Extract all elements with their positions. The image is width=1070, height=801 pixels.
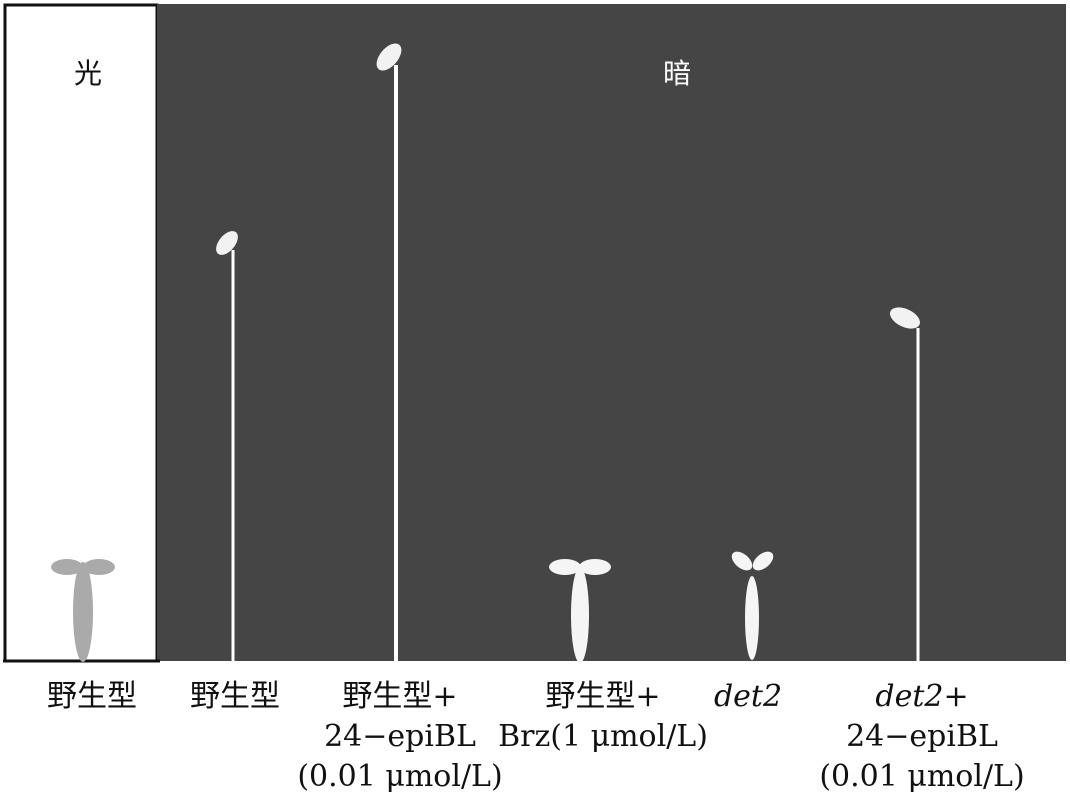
seedling-scene [3,3,1066,663]
seedling-det2-epibl [890,307,920,661]
light-label: 光 [73,57,103,90]
dark-label: 暗 [662,57,692,90]
dark-panel [157,4,1066,661]
caption-wt-epibl: 野生型+ 24−epiBL (0.01 μmol/L) [297,679,503,794]
seedling-wt-brz [549,559,611,663]
caption-wt-brz: 野生型+ Brz(1 μmol/L) [498,679,708,754]
caption-det2-epibl-line1: det2+ [875,679,969,714]
caption-wt-light: 野生型 [47,679,137,714]
seedling-wt-light [51,559,115,662]
light-panel [3,3,159,663]
seedling-wt-dark [216,231,238,661]
caption-det2: det2 [713,679,783,714]
caption-det2-epibl: det2+ 24−epiBL (0.01 μmol/L) [819,679,1025,794]
seedling-det2 [731,551,774,660]
seedling-wt-epibl [376,43,402,661]
caption-wt-dark: 野生型 [190,679,280,714]
